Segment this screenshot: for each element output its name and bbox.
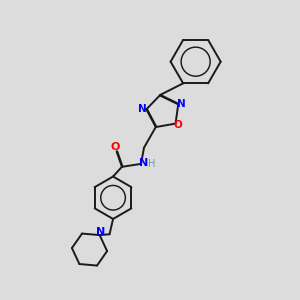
Text: N: N (96, 227, 105, 237)
Text: O: O (173, 120, 182, 130)
Text: H: H (148, 160, 155, 170)
Text: N: N (138, 104, 147, 114)
Text: O: O (111, 142, 120, 152)
Text: N: N (177, 99, 186, 109)
Text: N: N (139, 158, 148, 168)
